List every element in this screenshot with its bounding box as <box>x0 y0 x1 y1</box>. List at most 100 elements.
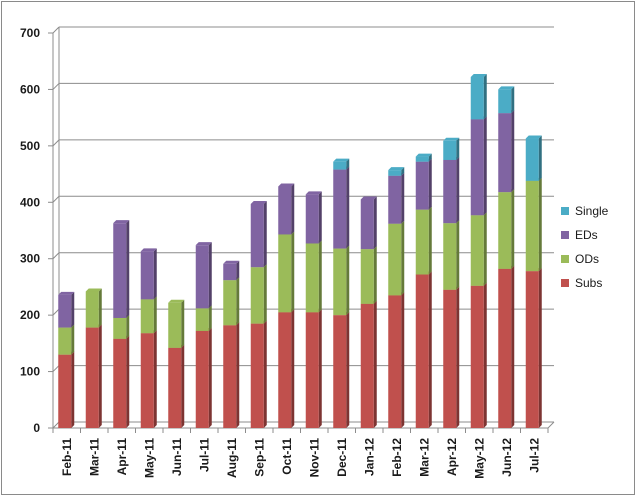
x-tick-label: Oct-11 <box>280 438 294 475</box>
bar-side <box>428 271 432 428</box>
bar-front <box>333 169 347 249</box>
bar-segment-ods <box>415 206 432 275</box>
bar-front <box>58 354 72 428</box>
bar-front <box>415 274 429 428</box>
legend-item-ods: ODs <box>561 252 599 266</box>
bar-front <box>278 234 292 313</box>
legend: Single EDs ODs Subs <box>561 204 609 290</box>
bar-segment-eds <box>415 158 432 210</box>
bar-side <box>511 110 515 193</box>
bar-front <box>113 223 127 318</box>
bar-side <box>98 324 102 428</box>
bar-side <box>401 220 405 296</box>
bar-side <box>126 335 130 428</box>
bar-side <box>71 291 75 328</box>
bar-front <box>360 249 374 304</box>
bar-side <box>538 268 542 428</box>
bar-side <box>401 292 405 428</box>
bar-front <box>58 327 72 355</box>
bar-side <box>236 322 240 428</box>
bar-segment-single <box>498 86 515 114</box>
bar-segment-ods <box>470 212 487 286</box>
bar-front <box>415 161 429 210</box>
bar-top <box>333 158 350 162</box>
bar-segment-ods <box>223 277 240 326</box>
y-tick-label: 100 <box>20 365 40 379</box>
bar-side <box>126 314 130 339</box>
bar-front <box>85 327 99 428</box>
bar-front <box>525 271 539 428</box>
legend-swatch <box>561 231 569 239</box>
bar-top <box>498 86 515 90</box>
x-tick-label: Feb-12 <box>390 438 404 477</box>
bar-segment-subs <box>250 320 267 428</box>
bar-top <box>305 191 322 195</box>
legend-label: Subs <box>575 276 602 290</box>
bar-segment-subs <box>85 324 102 428</box>
bar-front <box>278 312 292 428</box>
bar-segment-eds <box>498 110 515 193</box>
x-axis-tick-labels: Feb-11 Mar-11 Apr-11 May-11 Jun-11 Jul-11 Aug-… <box>60 438 542 479</box>
x-tick-label: Apr-12 <box>445 438 459 476</box>
bar-top <box>443 137 460 141</box>
bar-segment-eds <box>113 220 130 318</box>
bar-front <box>168 347 182 428</box>
x-tick-label: Feb-11 <box>60 438 74 476</box>
bar-front <box>360 303 374 428</box>
bar-side <box>456 220 460 290</box>
x-tick-label: Apr-11 <box>115 438 129 476</box>
bar-segment-eds <box>250 200 267 268</box>
bar-top <box>278 183 295 187</box>
bar-front <box>443 140 457 160</box>
bar-segment-subs <box>305 309 322 428</box>
bar-side <box>318 309 322 428</box>
bar-side <box>373 300 377 428</box>
bar-side <box>373 196 377 250</box>
gridline-side <box>52 421 60 429</box>
bar-top <box>113 220 130 224</box>
bar-segment-single <box>333 158 350 170</box>
bar-segment-eds <box>470 116 487 216</box>
x-tick-label: Mar-12 <box>417 438 431 477</box>
bar-front <box>388 175 402 224</box>
legend-item-eds: EDs <box>561 228 598 242</box>
bar-front <box>415 209 429 275</box>
gridline-side <box>52 252 60 260</box>
bar-side <box>263 200 267 268</box>
bar-front <box>388 170 402 176</box>
bar-segment-ods <box>278 231 295 313</box>
bar-segment-subs <box>415 271 432 428</box>
bar-side <box>153 330 157 428</box>
x-tick-label: Mar-11 <box>87 438 101 476</box>
legend-swatch <box>561 207 569 215</box>
x-tick-label: Jun-12 <box>500 438 514 477</box>
bar-front <box>333 248 347 316</box>
bar-front <box>443 223 457 290</box>
bar-side <box>153 296 157 334</box>
bar-side <box>346 158 350 170</box>
bar-segment-single <box>525 135 542 181</box>
bar-segment-ods <box>195 305 212 331</box>
bar-segment-ods <box>58 324 75 355</box>
bar-front <box>388 223 402 296</box>
bar-side <box>236 260 240 281</box>
bar-segment-ods <box>85 288 102 328</box>
gridline-side <box>52 365 60 372</box>
bar-segment-subs <box>498 265 515 428</box>
bar-side <box>71 351 75 428</box>
bar-segment-subs <box>443 286 460 428</box>
bar-side <box>236 277 240 326</box>
bar-front <box>498 113 512 193</box>
bar-segment-eds <box>278 183 295 235</box>
y-tick-label: 600 <box>20 82 40 96</box>
bar-front <box>113 338 127 428</box>
bar-segment-subs <box>278 309 295 428</box>
legend-item-subs: Subs <box>561 276 602 290</box>
bar-front <box>195 308 209 331</box>
bar-side <box>373 246 377 304</box>
bar-side <box>153 248 157 300</box>
bar-side <box>346 245 350 316</box>
bar-front <box>360 199 374 250</box>
bar-side <box>263 264 267 324</box>
bar-top <box>415 153 432 157</box>
